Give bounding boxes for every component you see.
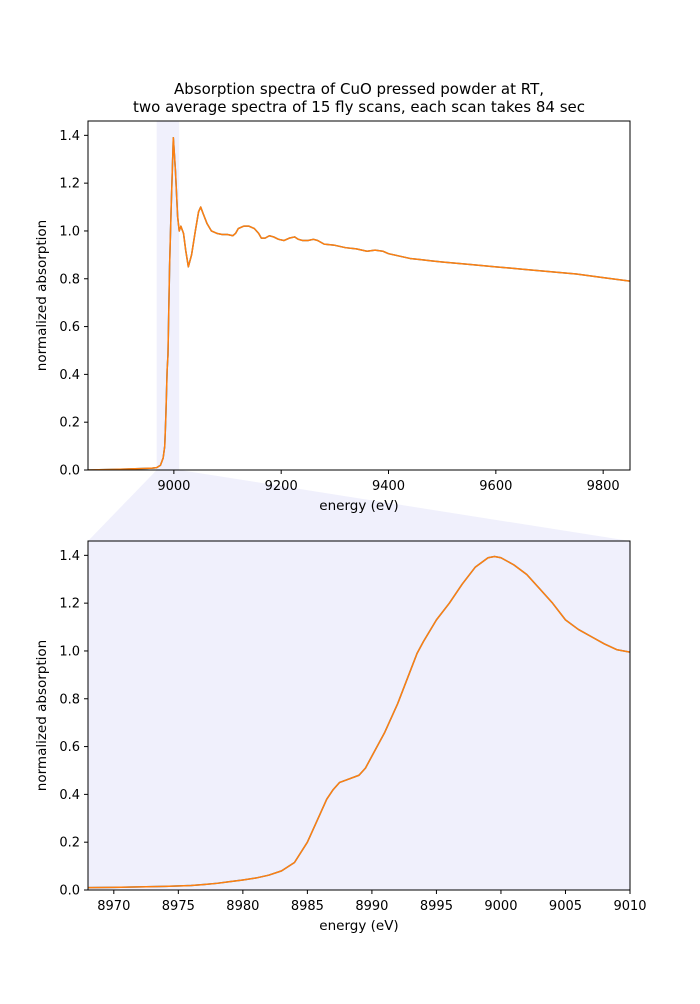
zoom-x-tick-label: 8985	[291, 899, 324, 914]
zoom-y-tick-label: 1.2	[59, 597, 80, 612]
zoom-series-2-line	[88, 555, 630, 889]
overview-series-2-line	[88, 136, 630, 470]
zoom-axes-frame	[87, 540, 631, 891]
overview-y-tick-label: 0.8	[59, 272, 80, 287]
zoom-x-tick-label: 9000	[484, 899, 517, 914]
zoom-x-tick-label: 9010	[613, 899, 646, 914]
zoom-x-tick-label: 8995	[420, 899, 453, 914]
overview-y-tick-label: 1.4	[59, 129, 80, 144]
overview-y-tick-label: 0.2	[59, 416, 80, 431]
overview-y-tick-label: 0.6	[59, 320, 80, 335]
zoom-y-tick-label: 1.0	[59, 644, 80, 659]
chart-plot-area: 9000 9200 9400 9600 9800 0.0 0.2 0.4 0.6 0.8 1.0 1.…	[34, 120, 647, 934]
chart-title-line-1: Absorption spectra of CuO pressed powder…	[174, 80, 544, 98]
overview-x-tick-label: 9400	[372, 479, 405, 494]
zoom-x-axis-label: energy (eV)	[319, 918, 398, 934]
zoom-x-tick-label: 9005	[549, 899, 582, 914]
zoom-zoom-background	[88, 541, 630, 890]
zoom-y-axis-label: normalized absorption	[34, 640, 50, 791]
zoom-y-tick-label: 0.8	[59, 692, 80, 707]
zoom-y-tick-label: 0.0	[59, 884, 80, 899]
overview-y-tick-label: 0.0	[59, 464, 80, 479]
overview-x-axis-label: energy (eV)	[319, 498, 398, 514]
zoom-y-tick-label: 0.6	[59, 740, 80, 755]
zoom-y-tick-label: 0.4	[59, 788, 80, 803]
zoom-x-tick-label: 8980	[226, 899, 259, 914]
zoom-x-tick-label: 8975	[162, 899, 195, 914]
zoom-connector	[88, 470, 630, 541]
overview-y-tick-label: 1.2	[59, 177, 80, 192]
chart-title-line-2: two average spectra of 15 fly scans, eac…	[133, 98, 585, 116]
overview-x-tick-label: 9000	[157, 479, 190, 494]
overview-x-tick-label: 9600	[479, 479, 512, 494]
overview-axes-frame	[87, 120, 631, 471]
zoom-y-tick-label: 1.4	[59, 549, 80, 564]
zoom-y-tick-label: 0.2	[59, 836, 80, 851]
overview-highlight-span	[156, 121, 180, 470]
overview-y-tick-label: 1.0	[59, 224, 80, 239]
overview-x-tick-label: 9200	[265, 479, 298, 494]
overview-x-tick-label: 9800	[587, 479, 620, 494]
zoom-x-tick-label: 8970	[97, 899, 130, 914]
overview-y-axis-label: normalized absorption	[34, 220, 50, 371]
zoom-x-tick-label: 8990	[355, 899, 388, 914]
overview-y-tick-label: 0.4	[59, 368, 80, 383]
